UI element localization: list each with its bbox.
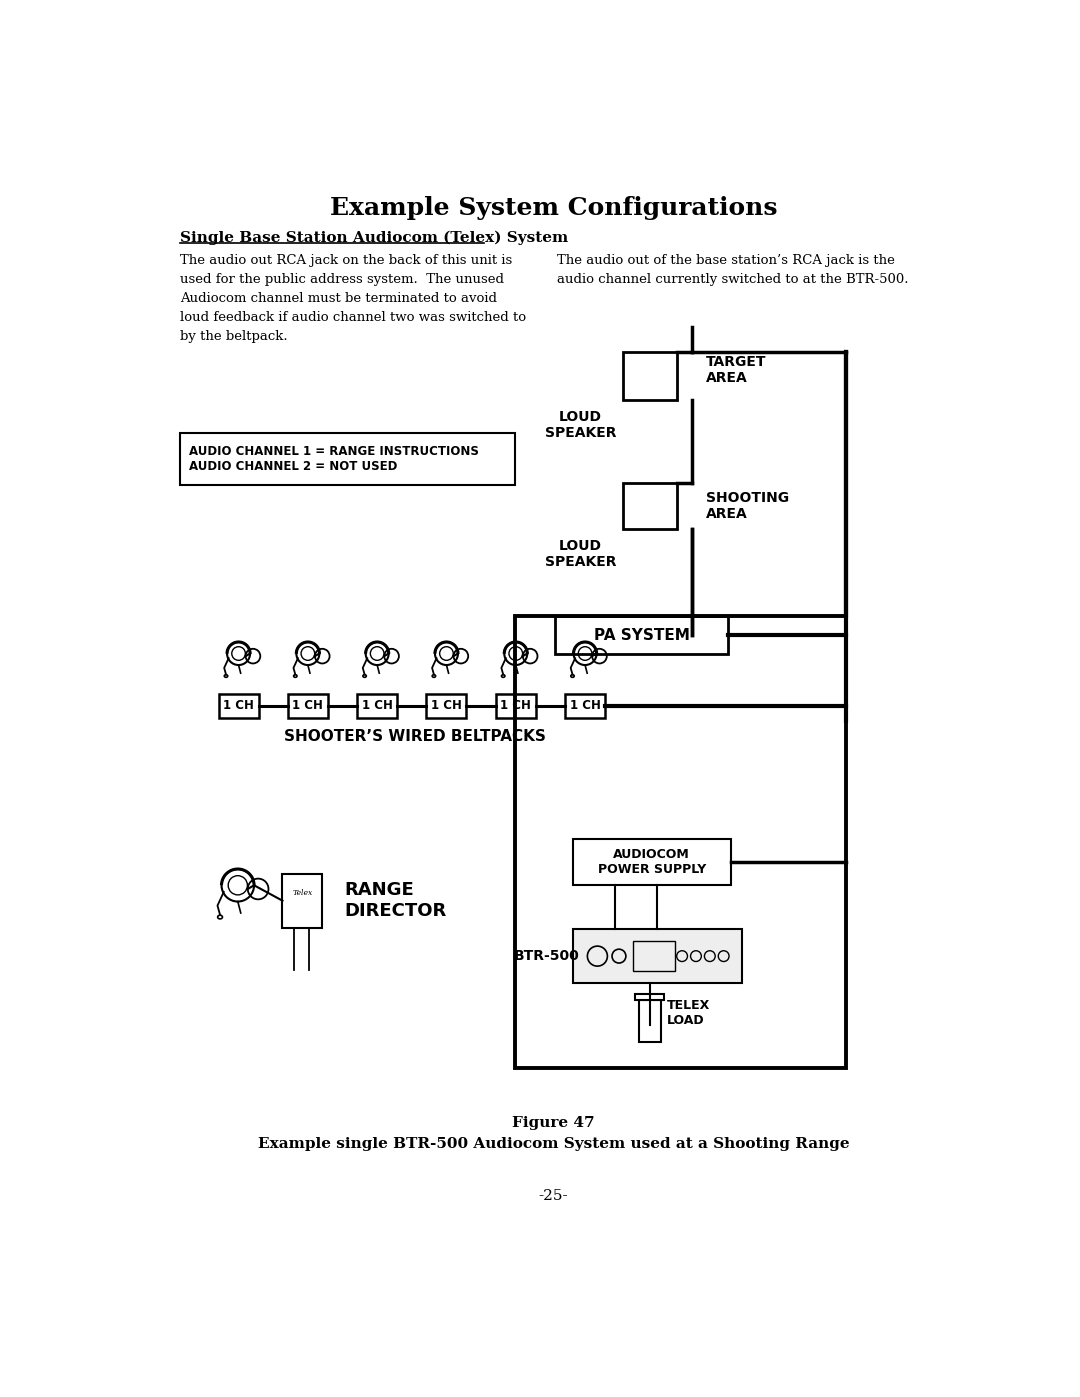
- Text: -25-: -25-: [539, 1189, 568, 1203]
- Bar: [283, 873, 323, 928]
- Bar: [288, 693, 328, 718]
- Bar: [555, 616, 728, 654]
- Text: Single Base Station Audiocom (Telex) System: Single Base Station Audiocom (Telex) Sys…: [180, 231, 568, 244]
- Bar: [427, 693, 467, 718]
- Ellipse shape: [218, 915, 222, 919]
- Text: Example System Configurations: Example System Configurations: [329, 196, 778, 221]
- Text: AUDIO CHANNEL 1 = RANGE INSTRUCTIONS
AUDIO CHANNEL 2 = NOT USED: AUDIO CHANNEL 1 = RANGE INSTRUCTIONS AUD…: [189, 444, 480, 472]
- Text: 1 CH: 1 CH: [362, 700, 393, 712]
- Text: Telex: Telex: [293, 888, 312, 897]
- Ellipse shape: [294, 675, 297, 678]
- Text: SHOOTER’S WIRED BELTPACKS: SHOOTER’S WIRED BELTPACKS: [284, 729, 545, 745]
- Text: 1 CH: 1 CH: [569, 700, 600, 712]
- Text: LOUD
SPEAKER: LOUD SPEAKER: [544, 411, 617, 440]
- Text: 1 CH: 1 CH: [224, 700, 254, 712]
- Ellipse shape: [432, 675, 435, 678]
- Bar: [496, 693, 536, 718]
- Bar: [180, 433, 515, 485]
- Text: RANGE
DIRECTOR: RANGE DIRECTOR: [345, 882, 446, 921]
- Text: BTR-500: BTR-500: [513, 949, 579, 963]
- Ellipse shape: [571, 675, 575, 678]
- Bar: [623, 352, 677, 400]
- Ellipse shape: [363, 675, 366, 678]
- Bar: [218, 693, 258, 718]
- Text: 1 CH: 1 CH: [500, 700, 531, 712]
- Bar: [565, 693, 605, 718]
- Bar: [633, 942, 675, 971]
- Text: PA SYSTEM: PA SYSTEM: [594, 627, 690, 643]
- Bar: [639, 1000, 661, 1042]
- Bar: [515, 616, 846, 1067]
- Text: TELEX
LOAD: TELEX LOAD: [666, 999, 710, 1027]
- Text: AUDIOCOM
POWER SUPPLY: AUDIOCOM POWER SUPPLY: [597, 848, 706, 876]
- Text: LOUD
SPEAKER: LOUD SPEAKER: [544, 539, 617, 569]
- Ellipse shape: [501, 675, 505, 678]
- Text: 1 CH: 1 CH: [431, 700, 462, 712]
- Bar: [623, 482, 677, 529]
- Text: The audio out of the base station’s RCA jack is the
audio channel currently swit: The audio out of the base station’s RCA …: [557, 254, 909, 286]
- Bar: [572, 929, 742, 983]
- Text: SHOOTING
AREA: SHOOTING AREA: [706, 490, 789, 521]
- Bar: [572, 840, 730, 886]
- Bar: [357, 693, 397, 718]
- Text: TARGET
AREA: TARGET AREA: [706, 355, 767, 386]
- Text: Example single BTR-500 Audiocom System used at a Shooting Range: Example single BTR-500 Audiocom System u…: [258, 1137, 849, 1151]
- Text: The audio out RCA jack on the back of this unit is
used for the public address s: The audio out RCA jack on the back of th…: [180, 254, 526, 342]
- Text: Figure 47: Figure 47: [512, 1116, 595, 1130]
- Ellipse shape: [225, 675, 228, 678]
- Text: 1 CH: 1 CH: [293, 700, 323, 712]
- Bar: [635, 993, 664, 1000]
